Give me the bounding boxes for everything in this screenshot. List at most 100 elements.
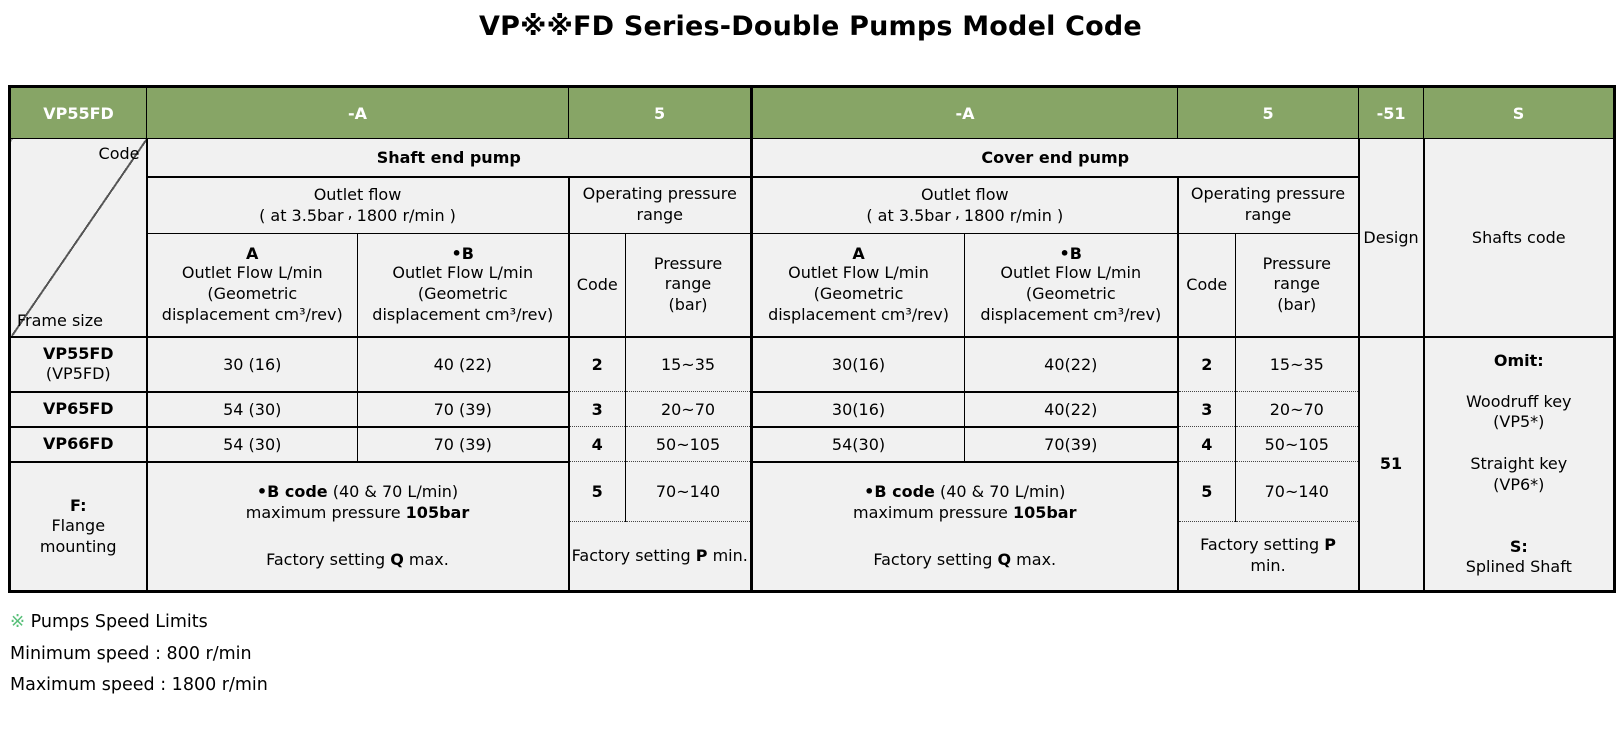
b-code-rest: (40 & 70 L/min): [934, 482, 1066, 502]
outlet-flow-cond-post: 1800 r/min ): [356, 206, 456, 226]
cover-pressure-code: 2: [1177, 336, 1237, 392]
mounting-text: Flange mounting: [39, 516, 117, 557]
cover-pressure-range: 20~70: [1235, 391, 1360, 427]
model-code-table: VP55FD -A 5 -A 5 -51 S Code Frame size S…: [8, 85, 1617, 593]
section-title-row: Code Frame size Shaft end pump Cover end…: [9, 138, 1616, 338]
frame-size-cell: VP65FD: [9, 391, 148, 428]
table-row-vp65fd: VP65FD 54 (30) 70 (39) 3 20~70 30(16) 40…: [9, 391, 1615, 428]
col-a-letter: A: [852, 244, 865, 264]
factory-p-post: min.: [707, 545, 748, 565]
cover-code-col-header: Code: [1177, 233, 1237, 338]
min-speed-line: Minimum speed : 800 r/min: [10, 643, 252, 664]
model-code-frame: VP55FD: [9, 86, 147, 139]
shaft-b-flow: 70 (39): [357, 426, 570, 463]
shaft-pressure-range: 50~105: [625, 426, 754, 462]
b-code-row: F: Flange mounting •B code (40 & 70 L/mi…: [9, 461, 1615, 592]
cover-factory-setting-p-cell: Factory setting P min.: [1177, 521, 1360, 592]
shaft-pressure-code-5: 5: [568, 461, 626, 522]
shaft-a-flow: 54 (30): [146, 426, 358, 463]
cover-a-flow: 30(16): [751, 336, 966, 393]
model-code-design: -51: [1358, 86, 1425, 139]
max-speed-line: Maximum speed : 1800 r/min: [10, 675, 268, 695]
max-pressure-value: 105bar: [405, 502, 470, 522]
model-code-shaft-pressure: 5: [568, 86, 754, 139]
cover-b-flow: 70(39): [964, 426, 1179, 463]
shaft-factory-setting-p-cell: Factory setting P min.: [568, 521, 754, 592]
outlet-flow-conditions: ( at 3.5bar, 1800 r/min ): [150, 203, 566, 227]
flow-pressure-header-row: Outlet flow ( at 3.5bar, 1800 r/min ) Ope…: [10, 176, 1615, 234]
shaft-col-b-header: •B Outlet Flow L/min (Geometric displace…: [357, 233, 570, 338]
max-pressure-text: maximum pressure: [245, 502, 406, 522]
frame-size-cell: VP55FD (VP5FD): [9, 336, 148, 393]
cover-pressure-range-5: 70~140: [1235, 461, 1360, 522]
outlet-flow-title: Outlet flow: [920, 184, 1009, 204]
shafts-code-header: Shafts code: [1423, 138, 1616, 338]
col-b-text: Outlet Flow L/min (Geometric displacemen…: [980, 263, 1162, 324]
factory-q-pre: Factory setting: [266, 549, 391, 569]
shafts-code-content-cell: Omit: Woodruff key (VP5*) Straight key (…: [1423, 336, 1616, 592]
col-b-letter: •B: [1059, 244, 1082, 264]
shaft-pressure-code: 4: [568, 426, 626, 462]
frame-alt-name: (VP5FD): [45, 364, 111, 384]
corner-header-cell: Code Frame size: [9, 138, 148, 338]
page-title: VP※※FD Series-Double Pumps Model Code: [479, 11, 1142, 42]
shafts-splined-shaft: Splined Shaft: [1465, 556, 1572, 576]
shaft-end-pump-header: Shaft end pump: [146, 138, 754, 178]
max-pressure-line: maximum pressure 105bar: [755, 503, 1175, 524]
cover-pressure-code: 4: [1177, 426, 1237, 462]
shaft-pressure-code: 2: [568, 336, 626, 392]
col-b-letter: •B: [451, 244, 474, 264]
model-code-row: VP55FD -A 5 -A 5 -51 S: [9, 86, 1616, 139]
shafts-straight-key: Straight key (VP6*): [1470, 454, 1568, 495]
b-code-rest: (40 & 70 L/min): [327, 482, 459, 502]
outlet-flow-cond-post: 1800 r/min ): [963, 206, 1064, 226]
outlet-flow-cond-pre: ( at 3.5bar: [866, 206, 951, 226]
factory-setting-q-line: Factory setting Q max.: [150, 550, 566, 571]
cover-col-a-header: A Outlet Flow L/min (Geometric displacem…: [751, 233, 966, 338]
factory-q-bold: Q: [997, 549, 1012, 569]
frame-name: VP66FD: [42, 434, 114, 453]
outlet-flow-cond-comma: ,: [954, 203, 960, 223]
cover-b-flow: 40(22): [964, 336, 1179, 393]
shaft-a-flow: 54 (30): [146, 391, 358, 428]
factory-p-pre: Factory setting: [571, 545, 696, 565]
col-b-text: Outlet Flow L/min (Geometric displacemen…: [372, 263, 554, 324]
cover-pressure-range: 15~35: [1235, 336, 1360, 392]
speed-limits-title-line: ※ Pumps Speed Limits: [10, 606, 268, 639]
cover-pressure-code-5: 5: [1177, 461, 1237, 522]
shaft-pressure-range: 20~70: [625, 391, 754, 427]
cover-outlet-flow-header: Outlet flow ( at 3.5bar, 1800 r/min ): [751, 176, 1179, 234]
shaft-b-code-note-cell: •B code (40 & 70 L/min) maximum pressure…: [146, 461, 570, 592]
b-code-bold: •B code: [864, 482, 935, 502]
factory-setting-q-line: Factory setting Q max.: [755, 550, 1175, 571]
corner-label-code: Code: [98, 144, 140, 163]
shafts-omit-label: Omit:: [1493, 350, 1544, 370]
max-pressure-value: 105bar: [1012, 502, 1077, 522]
shaft-b-flow: 70 (39): [357, 391, 570, 428]
cover-a-flow: 54(30): [751, 426, 966, 463]
outlet-flow-cond-pre: ( at 3.5bar: [259, 206, 344, 226]
outlet-flow-conditions: ( at 3.5bar, 1800 r/min ): [755, 203, 1175, 227]
cover-a-flow: 30(16): [751, 391, 966, 428]
model-code-shaft-variant: -A: [146, 86, 569, 139]
b-code-line: •B code (40 & 70 L/min): [755, 482, 1175, 503]
mounting-cell: F: Flange mounting: [9, 461, 148, 592]
max-pressure-text: maximum pressure: [853, 502, 1013, 522]
shaft-pressure-range: 15~35: [625, 336, 754, 392]
factory-p-bold: P: [695, 545, 708, 565]
factory-p-post: min.: [1250, 556, 1286, 575]
outlet-flow-cond-comma: ,: [347, 203, 353, 223]
column-header-row: A Outlet Flow L/min (Geometric displacem…: [10, 233, 1615, 338]
design-header: Design: [1358, 138, 1425, 338]
shafts-woodruff-key: Woodruff key (VP5*): [1466, 391, 1572, 432]
factory-q-bold: Q: [390, 549, 404, 569]
table-row-vp66fd: VP66FD 54 (30) 70 (39) 4 50~105 54(30) 7…: [9, 426, 1615, 463]
col-a-text: Outlet Flow L/min (Geometric displacemen…: [161, 263, 343, 324]
cover-pressure-code: 3: [1177, 391, 1237, 427]
speed-limits-notes: ※ Pumps Speed Limits Minimum speed : 800…: [10, 606, 268, 702]
factory-q-pre: Factory setting: [873, 549, 998, 569]
cover-end-pump-header: Cover end pump: [751, 138, 1360, 178]
reference-mark: ※: [10, 611, 26, 632]
factory-p-pre: Factory setting: [1200, 535, 1325, 555]
